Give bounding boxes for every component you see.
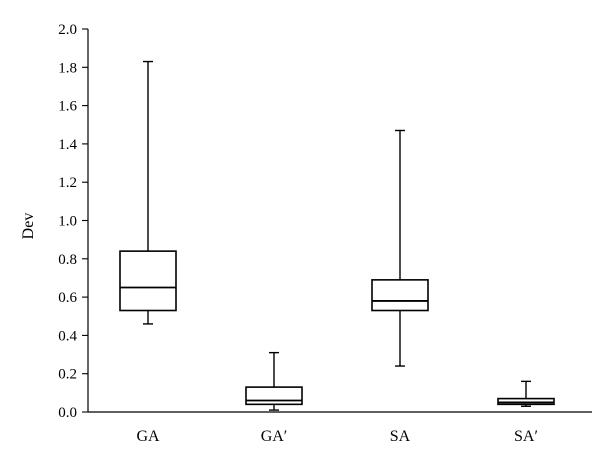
- y-tick-label: 1.2: [58, 175, 77, 191]
- y-axis-title: Dev: [20, 213, 37, 240]
- boxes: [119, 60, 555, 411]
- x-labels: GA GA′ SA SA′: [136, 428, 538, 445]
- y-tick-label: 1.0: [58, 214, 77, 230]
- y-tick-label: 0.0: [58, 405, 77, 421]
- axes: [87, 29, 592, 413]
- iqr-box: [245, 386, 303, 406]
- box-4: [497, 380, 555, 407]
- category-label: GA′: [261, 428, 288, 445]
- y-tick-label: 1.8: [58, 60, 77, 76]
- y-tick-label: 0.4: [58, 328, 77, 344]
- iqr-box: [119, 250, 177, 312]
- box-2: [245, 351, 303, 411]
- box-3: [371, 129, 429, 367]
- iqr-box: [371, 279, 429, 312]
- y-ticks: 0.0 0.2 0.4 0.6 0.8 1.0 1.2 1.4 1.6 1.8 2.0: [58, 22, 88, 421]
- category-label: SA: [390, 428, 411, 445]
- y-tick-label: 0.6: [58, 290, 77, 306]
- y-tick-label: 0.8: [58, 252, 77, 268]
- category-label: GA: [136, 428, 160, 445]
- y-tick-label: 1.4: [58, 137, 77, 153]
- y-tick-label: 0.2: [58, 367, 77, 383]
- y-tick-label: 2.0: [58, 22, 77, 38]
- box-1: [119, 60, 177, 325]
- category-label: SA′: [514, 428, 538, 445]
- iqr-box: [497, 397, 555, 406]
- y-tick-label: 1.6: [58, 99, 77, 115]
